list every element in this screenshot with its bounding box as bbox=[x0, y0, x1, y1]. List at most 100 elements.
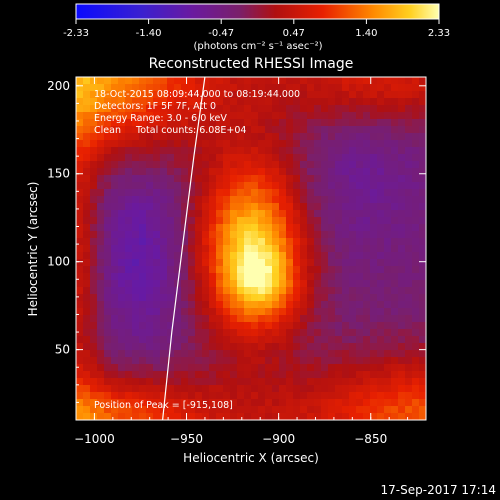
heatmap-cell bbox=[349, 147, 356, 154]
heatmap-cell bbox=[321, 322, 328, 329]
heatmap-cell bbox=[76, 105, 83, 112]
heatmap-cell bbox=[300, 84, 307, 91]
heatmap-cell bbox=[391, 161, 398, 168]
heatmap-cell bbox=[293, 231, 300, 238]
heatmap-cell bbox=[223, 245, 230, 252]
heatmap-cell bbox=[76, 161, 83, 168]
heatmap-cell bbox=[216, 273, 223, 280]
heatmap-cell bbox=[391, 77, 398, 84]
heatmap-cell bbox=[90, 385, 97, 392]
heatmap-cell bbox=[314, 154, 321, 161]
heatmap-cell bbox=[125, 189, 132, 196]
heatmap-cell bbox=[363, 154, 370, 161]
heatmap-cell bbox=[209, 77, 216, 84]
heatmap-cell bbox=[412, 343, 419, 350]
heatmap-cell bbox=[174, 301, 181, 308]
heatmap-cell bbox=[202, 91, 209, 98]
heatmap-cell bbox=[328, 189, 335, 196]
heatmap-cell bbox=[223, 238, 230, 245]
heatmap-cell bbox=[251, 399, 258, 406]
heatmap-cell bbox=[216, 252, 223, 259]
heatmap-cell bbox=[300, 273, 307, 280]
heatmap-cell bbox=[104, 259, 111, 266]
heatmap-cell bbox=[300, 154, 307, 161]
heatmap-cell bbox=[377, 238, 384, 245]
heatmap-cell bbox=[97, 406, 104, 413]
heatmap-cell bbox=[83, 350, 90, 357]
heatmap-cell bbox=[125, 322, 132, 329]
heatmap-cell bbox=[202, 203, 209, 210]
heatmap-cell bbox=[412, 357, 419, 364]
heatmap-cell bbox=[258, 315, 265, 322]
heatmap-cell bbox=[188, 140, 195, 147]
heatmap-cell bbox=[419, 238, 426, 245]
heatmap-cell bbox=[230, 98, 237, 105]
heatmap-cell bbox=[356, 378, 363, 385]
heatmap-cell bbox=[412, 371, 419, 378]
heatmap-cell bbox=[349, 399, 356, 406]
heatmap-cell bbox=[118, 196, 125, 203]
heatmap-cell bbox=[118, 182, 125, 189]
heatmap-cell bbox=[195, 301, 202, 308]
heatmap-cell bbox=[293, 98, 300, 105]
heatmap-cell bbox=[328, 154, 335, 161]
heatmap-cell bbox=[412, 140, 419, 147]
heatmap-cell bbox=[174, 245, 181, 252]
heatmap-cell bbox=[160, 245, 167, 252]
heatmap-cell bbox=[279, 315, 286, 322]
heatmap-cell bbox=[342, 315, 349, 322]
heatmap-cell bbox=[216, 105, 223, 112]
heatmap-cell bbox=[377, 336, 384, 343]
heatmap-cell bbox=[293, 301, 300, 308]
heatmap-cell bbox=[223, 259, 230, 266]
heatmap-cell bbox=[286, 266, 293, 273]
heatmap-cell bbox=[230, 154, 237, 161]
heatmap-cell bbox=[132, 287, 139, 294]
heatmap-cell bbox=[370, 301, 377, 308]
heatmap-cell bbox=[188, 371, 195, 378]
x-tick-label: −850 bbox=[354, 432, 387, 446]
heatmap-cell bbox=[419, 147, 426, 154]
heatmap-cell bbox=[209, 189, 216, 196]
heatmap-cell bbox=[111, 77, 118, 84]
heatmap-cell bbox=[328, 343, 335, 350]
heatmap-cell bbox=[321, 294, 328, 301]
heatmap-cell bbox=[188, 196, 195, 203]
heatmap-cell bbox=[321, 329, 328, 336]
heatmap-cell bbox=[76, 371, 83, 378]
heatmap-cell bbox=[321, 315, 328, 322]
heatmap-cell bbox=[90, 406, 97, 413]
heatmap-cell bbox=[167, 217, 174, 224]
heatmap-cell bbox=[195, 112, 202, 119]
heatmap-cell bbox=[195, 294, 202, 301]
heatmap-cell bbox=[279, 203, 286, 210]
heatmap-cell bbox=[237, 217, 244, 224]
heatmap-cell bbox=[244, 301, 251, 308]
heatmap-cell bbox=[160, 385, 167, 392]
heatmap-cell bbox=[391, 315, 398, 322]
heatmap-cell bbox=[195, 378, 202, 385]
heatmap-cell bbox=[223, 392, 230, 399]
heatmap-cell bbox=[405, 392, 412, 399]
heatmap-cell bbox=[314, 168, 321, 175]
heatmap-cell bbox=[384, 105, 391, 112]
heatmap-cell bbox=[279, 392, 286, 399]
heatmap-cell bbox=[363, 238, 370, 245]
heatmap-cell bbox=[76, 133, 83, 140]
heatmap-cell bbox=[342, 329, 349, 336]
heatmap-cell bbox=[391, 238, 398, 245]
heatmap-cell bbox=[286, 280, 293, 287]
heatmap-cell bbox=[132, 322, 139, 329]
heatmap-cell bbox=[286, 350, 293, 357]
heatmap-cell bbox=[223, 252, 230, 259]
heatmap-cell bbox=[90, 140, 97, 147]
heatmap-cell bbox=[377, 315, 384, 322]
heatmap-cell bbox=[265, 98, 272, 105]
heatmap-cell bbox=[328, 175, 335, 182]
heatmap-cell bbox=[181, 203, 188, 210]
x-tick-label: −950 bbox=[170, 432, 203, 446]
colorbar-ticks: -2.33 -1.40 -0.47 0.47 1.40 2.33 bbox=[63, 19, 450, 39]
heatmap-cell bbox=[272, 259, 279, 266]
heatmap-cell bbox=[153, 196, 160, 203]
heatmap-cell bbox=[132, 175, 139, 182]
